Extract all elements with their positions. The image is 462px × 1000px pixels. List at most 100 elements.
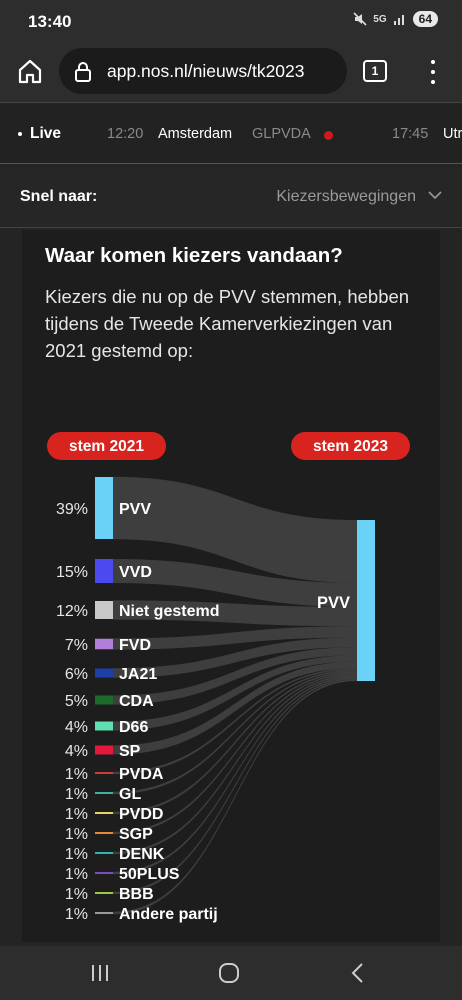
- recent-apps-icon[interactable]: [90, 964, 110, 982]
- source-percentage: 1%: [65, 786, 88, 803]
- live-ticker[interactable]: Live 12:20 Amsterdam GLPVDA 17:45 Utr: [0, 103, 462, 163]
- address-bar[interactable]: app.nos.nl/nieuws/tk2023: [59, 48, 347, 94]
- card-title: Waar komen kiezers vandaan?: [45, 244, 343, 267]
- source-percentage: 39%: [56, 501, 88, 518]
- live-text: Live: [30, 125, 62, 142]
- status-time: 13:40: [28, 12, 72, 31]
- source-node-bar: [95, 477, 113, 539]
- flow-band: [113, 668, 357, 775]
- source-percentage: 1%: [65, 886, 88, 903]
- source-party-label: Niet gestemd: [119, 603, 219, 620]
- status-icons: 5G 64: [353, 11, 438, 27]
- flow-band: [113, 647, 357, 705]
- back-icon[interactable]: [350, 963, 364, 983]
- source-percentage: 1%: [65, 906, 88, 923]
- mute-icon: [353, 12, 367, 26]
- source-percentage: 5%: [65, 693, 88, 710]
- source-party-label: Andere partij: [119, 906, 218, 923]
- tab-switcher-button[interactable]: 1: [363, 60, 387, 82]
- source-percentage: 1%: [65, 826, 88, 843]
- browser-toolbar: app.nos.nl/nieuws/tk2023 1: [0, 42, 462, 102]
- jump-to-label: Snel naar:: [20, 188, 98, 205]
- right-header-label: stem 2023: [313, 438, 388, 455]
- network-type: 5G: [373, 13, 387, 25]
- flow-band: [113, 669, 357, 795]
- target-node-label: PVV: [317, 594, 350, 612]
- source-party-label: DENK: [119, 846, 165, 863]
- chevron-down-icon[interactable]: [428, 190, 442, 200]
- left-header-pill: stem 2021: [47, 432, 166, 460]
- ticker-city: Utr: [443, 126, 462, 142]
- target-node-bar: [357, 520, 375, 681]
- lock-icon: [75, 62, 91, 82]
- flow-band: [113, 600, 357, 627]
- source-party-label: SP: [119, 743, 141, 760]
- source-party-label: JA21: [119, 666, 157, 683]
- toolbar-divider: [0, 102, 462, 103]
- source-node-bar: [95, 695, 113, 705]
- source-party-label: SGP: [119, 826, 153, 843]
- source-party-label: VVD: [119, 564, 152, 581]
- source-percentage: 1%: [65, 846, 88, 863]
- live-status-dot: [324, 131, 333, 140]
- flow-band: [113, 476, 357, 583]
- status-bar: 13:40 5G 64: [0, 0, 462, 42]
- source-party-label: 50PLUS: [119, 866, 180, 883]
- source-percentage: 1%: [65, 866, 88, 883]
- left-header-label: stem 2021: [69, 438, 144, 455]
- source-node-bar: [95, 745, 113, 755]
- source-percentage: 15%: [56, 564, 88, 581]
- battery-icon: 64: [412, 11, 438, 27]
- ticker-party: GLPVDA: [252, 126, 311, 142]
- system-nav-bar: [0, 946, 462, 1000]
- section-divider: [0, 227, 462, 228]
- flow-band: [113, 679, 357, 915]
- source-percentage: 6%: [65, 666, 88, 683]
- flow-band: [113, 671, 357, 815]
- jump-to-section[interactable]: Snel naar: Kiezersbewegingen: [0, 168, 462, 226]
- source-party-label: PVV: [119, 501, 151, 518]
- card-description: Kiezers die nu op de PVV stemmen, hebben…: [45, 286, 410, 361]
- source-node-bar: [95, 721, 113, 731]
- ticker-city: Amsterdam: [158, 126, 233, 142]
- source-party-label: PVDA: [119, 766, 164, 783]
- live-bullet-icon: [18, 131, 22, 136]
- right-header-pill: stem 2023: [291, 432, 410, 460]
- source-percentage: 1%: [65, 806, 88, 823]
- ticker-time: 12:20: [107, 126, 144, 142]
- signal-icon: [393, 15, 404, 25]
- ticker-time: 17:45: [392, 126, 429, 142]
- flow-band: [113, 637, 357, 678]
- source-party-label: FVD: [119, 637, 151, 654]
- source-node-bar: [95, 559, 113, 583]
- source-node-bar: [95, 638, 113, 650]
- source-percentage: 7%: [65, 637, 88, 654]
- more-menu-icon[interactable]: [425, 58, 441, 86]
- source-percentage: 4%: [65, 719, 88, 736]
- source-party-label: PVDD: [119, 806, 163, 823]
- source-percentage: 1%: [65, 766, 88, 783]
- source-percentage: 12%: [56, 603, 88, 620]
- jump-to-select[interactable]: Kiezersbewegingen: [276, 188, 416, 205]
- source-node-bar: [95, 601, 113, 619]
- flow-band: [113, 559, 357, 607]
- url-text: app.nos.nl/nieuws/tk2023: [107, 61, 305, 81]
- flow-band: [113, 676, 357, 875]
- source-party-label: GL: [119, 786, 141, 803]
- live-label: Live: [18, 125, 61, 143]
- flow-band: [113, 674, 357, 855]
- source-party-label: BBB: [119, 886, 154, 903]
- flow-band: [113, 672, 357, 835]
- flow-band: [113, 655, 357, 731]
- source-percentage: 4%: [65, 743, 88, 760]
- home-nav-icon[interactable]: [218, 962, 240, 984]
- flow-band: [113, 661, 357, 755]
- source-party-label: D66: [119, 719, 148, 736]
- ticker-divider: [0, 163, 462, 164]
- source-party-label: CDA: [119, 693, 154, 710]
- flow-band: [113, 677, 357, 895]
- flow-band: [113, 626, 357, 650]
- source-node-bar: [95, 668, 113, 678]
- voter-flow-chart: stem 2021 stem 2023 39% PVV 15% VVD 12% Niet …: [47, 432, 410, 923]
- home-icon[interactable]: [16, 57, 44, 85]
